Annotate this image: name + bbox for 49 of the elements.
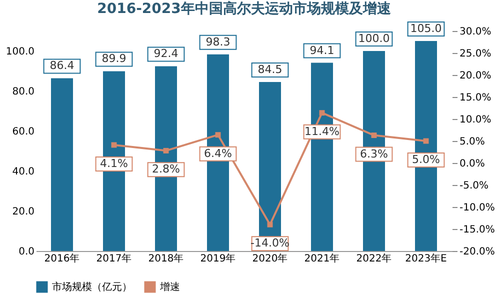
- y2-tick-label: 10.0%: [460, 114, 492, 126]
- data-label: 89.9: [102, 52, 126, 66]
- y2-tick-label: -20.0%: [460, 246, 495, 258]
- point: [267, 222, 273, 228]
- data-label: 5.0%: [412, 153, 440, 166]
- y2-tick-label: -5.0%: [460, 180, 489, 192]
- x-tick-label: 2021年: [304, 252, 340, 264]
- data-label: 100.0: [358, 32, 390, 45]
- data-label: 6.4%: [204, 146, 232, 160]
- point: [163, 148, 169, 154]
- data-label: 105.0: [410, 22, 442, 35]
- y2-tick-label: 0.0%: [460, 158, 485, 170]
- x-tick-label: 2020年: [252, 252, 288, 264]
- data-label: 92.4: [154, 47, 178, 60]
- x-tick-label: 2022年: [356, 252, 392, 264]
- x-tick-label: 2019年: [200, 252, 236, 264]
- y-tick-label: 80.0: [12, 86, 34, 98]
- point: [371, 132, 377, 138]
- y-tick-label: 0.0: [18, 246, 34, 258]
- data-label: 94.1: [310, 44, 334, 57]
- data-label: 84.5: [258, 63, 282, 76]
- y-tick-label: 20.0: [12, 206, 34, 218]
- bar: [51, 78, 73, 251]
- y2-tick-label: -10.0%: [460, 202, 495, 214]
- y2-tick-label: 20.0%: [460, 70, 492, 82]
- point: [319, 110, 325, 116]
- point: [215, 132, 221, 138]
- y-tick-label: 40.0: [12, 166, 34, 178]
- chart-title: 2016-2023年中国高尔夫运动市场规模及增速: [97, 0, 392, 17]
- point: [111, 142, 117, 148]
- x-tick-label: 2018年: [148, 252, 184, 264]
- y2-tick-label: 15.0%: [460, 92, 492, 104]
- data-label: 98.3: [206, 35, 230, 48]
- y-tick-label: 60.0: [12, 126, 34, 138]
- x-tick-label: 2023年E: [405, 252, 447, 264]
- x-tick-label: 2017年: [96, 252, 132, 264]
- legend-label: 增速: [159, 281, 180, 293]
- y2-tick-label: 5.0%: [460, 136, 485, 148]
- data-label: 11.4%: [304, 124, 340, 138]
- data-label: 6.3%: [360, 147, 388, 160]
- data-label: 86.4: [50, 59, 74, 72]
- y-tick-label: 100.0: [6, 46, 34, 58]
- x-tick-label: 2016年: [44, 252, 80, 264]
- data-label: 4.1%: [100, 156, 128, 170]
- y2-tick-label: -15.0%: [460, 224, 495, 236]
- legend-label: 市场规模（亿元）: [52, 281, 132, 293]
- y2-tick-label: 30.0%: [460, 26, 492, 38]
- y2-tick-label: 25.0%: [460, 48, 492, 60]
- data-label: 2.8%: [152, 162, 180, 176]
